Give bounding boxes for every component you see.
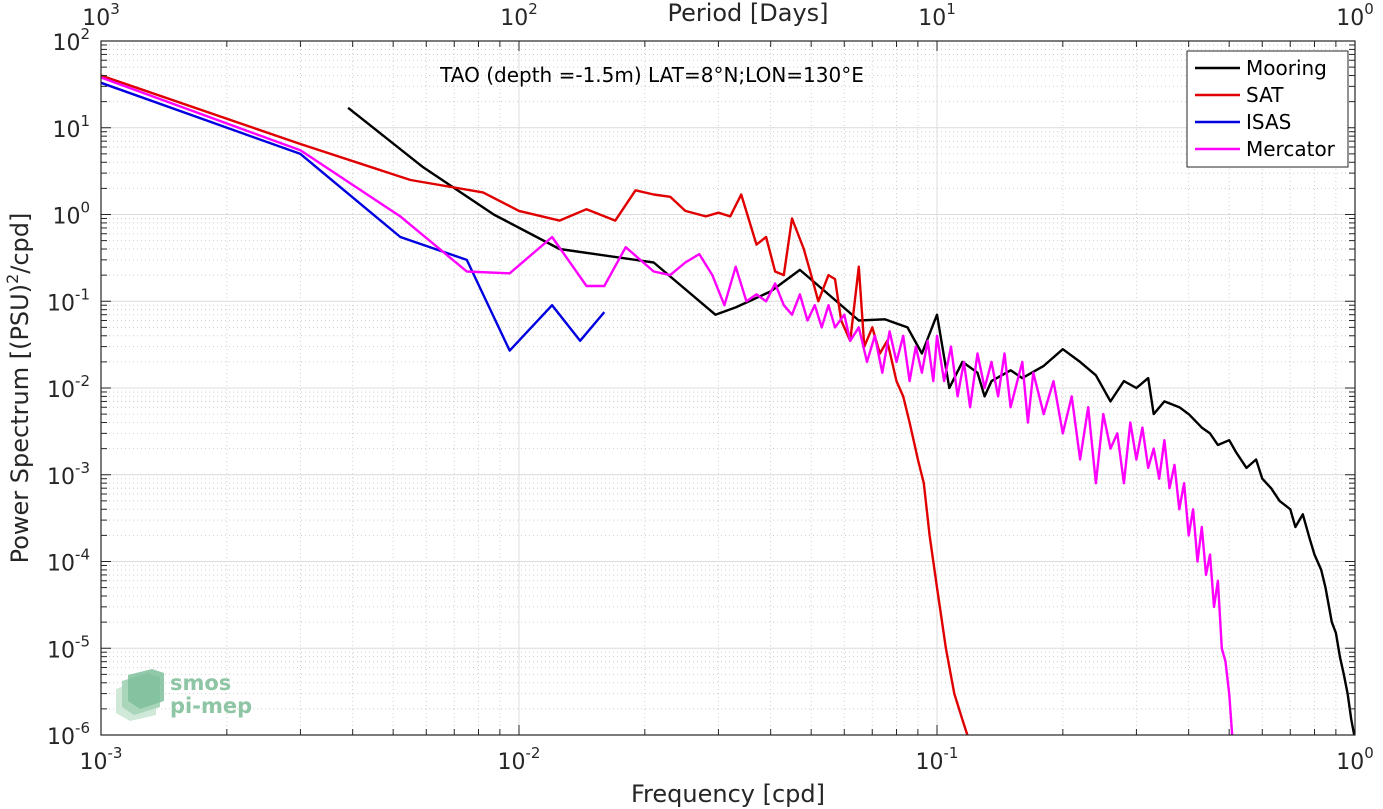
x2-tick-exp: 0: [1364, 0, 1374, 18]
y-tick-exp: 0: [80, 199, 90, 217]
x-tick-label: 10-3: [80, 744, 123, 775]
y-axis-title: Power Spectrum [(PSU)2/cpd]: [3, 213, 34, 564]
x2-tick-label: 102: [500, 0, 538, 31]
y-tick-base: 10: [47, 378, 75, 403]
series-line-mercator: [101, 76, 1234, 735]
logo-mark-icon: [116, 669, 164, 721]
logo-line2: pi-mep: [170, 694, 252, 718]
legend-box: [1186, 50, 1349, 168]
y-tick-base: 10: [47, 291, 75, 316]
x2-tick-label: 100: [1336, 0, 1374, 31]
x2-tick-base: 10: [500, 6, 528, 31]
chart-title: TAO (depth =-1.5m) LAT=8°N;LON=130°E: [439, 63, 864, 87]
y-tick-exp: -1: [75, 285, 90, 303]
x-tick-label: 100: [1336, 744, 1374, 775]
y-tick-label: 10-4: [47, 546, 90, 577]
y-tick-label: 10-2: [47, 372, 90, 403]
x-tick-label: 10-1: [916, 744, 959, 775]
y-tick-label: 102: [52, 25, 90, 56]
top-axis-title: Period [Days]: [667, 0, 828, 27]
x2-tick-exp: 3: [110, 0, 120, 18]
legend-label-mooring: Mooring: [1246, 56, 1327, 80]
y-tick-base: 10: [52, 31, 80, 56]
y-axis-title-tail: /cpd]: [6, 213, 34, 274]
logo-line1: smos: [170, 671, 231, 695]
legend: Mooring SAT ISAS Mercator: [1186, 50, 1349, 168]
x2-tick-label: 103: [82, 0, 120, 31]
y-tick-label: 100: [52, 199, 90, 230]
y-tick-exp: -4: [75, 546, 90, 564]
x2-tick-label: 101: [918, 0, 956, 31]
y-tick-exp: -5: [75, 632, 90, 650]
series-line-sat: [101, 74, 969, 735]
ticks-layer: [100, 40, 1356, 736]
y-tick-base: 10: [52, 118, 80, 143]
y-tick-base: 10: [47, 725, 75, 750]
legend-label-sat: SAT: [1246, 83, 1284, 107]
x2-tick-base: 10: [918, 6, 946, 31]
y-tick-label: 101: [52, 112, 90, 143]
x2-tick-exp: 2: [528, 0, 538, 18]
x-tick-exp: 0: [1364, 744, 1374, 762]
series-line-mooring: [347, 106, 1355, 735]
legend-label-mercator: Mercator: [1246, 137, 1336, 161]
x-tick-base: 10: [1336, 750, 1364, 775]
y-tick-exp: 2: [80, 25, 90, 43]
x-tick-exp: -3: [108, 744, 123, 762]
x-tick-label: 10-2: [498, 744, 541, 775]
series-line-isas: [101, 81, 606, 352]
y-tick-base: 10: [52, 205, 80, 230]
x-tick-base: 10: [498, 750, 526, 775]
y-tick-base: 10: [47, 638, 75, 663]
y-tick-exp: -6: [75, 719, 90, 737]
y-tick-base: 10: [47, 552, 75, 577]
y-tick-exp: 1: [80, 112, 90, 130]
y-tick-exp: -3: [75, 459, 90, 477]
legend-label-isas: ISAS: [1246, 110, 1291, 134]
y-axis-title-base: Power Spectrum [(PSU): [6, 284, 34, 563]
x2-tick-exp: 1: [946, 0, 956, 18]
x-tick-exp: -1: [944, 744, 959, 762]
x-axis-title: Frequency [cpd]: [631, 780, 825, 808]
y-tick-label: 10-5: [47, 632, 90, 663]
x2-tick-base: 10: [82, 6, 110, 31]
x-tick-base: 10: [916, 750, 944, 775]
y-axis-title-sup: 2: [3, 274, 22, 284]
y-tick-exp: -2: [75, 372, 90, 390]
series-layer: [101, 74, 1355, 735]
x-tick-exp: -2: [526, 744, 541, 762]
x-tick-base: 10: [80, 750, 108, 775]
y-tick-label: 10-1: [47, 285, 90, 316]
y-tick-base: 10: [47, 465, 75, 490]
y-tick-label: 10-6: [47, 719, 90, 750]
smos-pi-mep-logo: smos pi-mep: [116, 669, 252, 721]
y-tick-label: 10-3: [47, 459, 90, 490]
x2-tick-base: 10: [1336, 6, 1364, 31]
